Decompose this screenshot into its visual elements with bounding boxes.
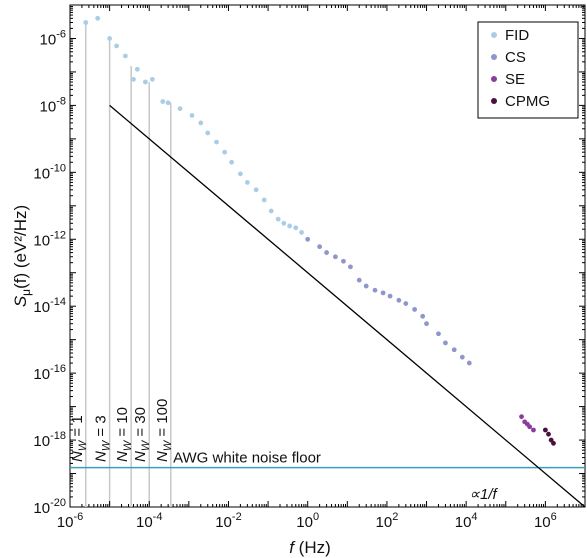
data-point bbox=[317, 244, 323, 250]
data-point bbox=[551, 440, 556, 446]
legend-marker bbox=[491, 54, 497, 60]
x-tick-label: 10-6 bbox=[57, 511, 83, 531]
x-tick-label: 102 bbox=[376, 511, 399, 531]
data-point bbox=[142, 79, 148, 85]
data-point bbox=[527, 424, 533, 430]
data-point bbox=[380, 290, 386, 296]
data-point bbox=[95, 15, 101, 21]
data-point bbox=[253, 187, 259, 193]
data-point bbox=[396, 297, 402, 303]
data-point bbox=[466, 360, 472, 366]
data-point bbox=[177, 106, 183, 112]
data-point bbox=[412, 307, 418, 312]
data-point bbox=[531, 427, 536, 433]
data-point bbox=[324, 250, 329, 255]
data-point bbox=[287, 223, 293, 229]
data-point bbox=[451, 347, 457, 353]
legend-marker bbox=[491, 32, 497, 38]
data-point bbox=[107, 36, 113, 41]
data-point bbox=[436, 331, 441, 337]
nw-label: NW = 30 bbox=[132, 407, 152, 462]
y-tick-label: 10-20 bbox=[33, 497, 66, 517]
data-point bbox=[459, 354, 465, 360]
legend-marker bbox=[491, 98, 497, 104]
y-tick-label: 10-6 bbox=[40, 28, 66, 48]
data-point bbox=[244, 180, 250, 185]
x-tick-label: 104 bbox=[455, 511, 478, 531]
data-point bbox=[299, 230, 304, 235]
data-point bbox=[214, 139, 219, 145]
data-point bbox=[546, 431, 551, 437]
nw-label: NW = 3 bbox=[93, 415, 113, 462]
data-point bbox=[293, 225, 299, 231]
data-point bbox=[189, 113, 195, 118]
data-point bbox=[424, 321, 429, 327]
data-point bbox=[403, 301, 409, 306]
x-axis-ticks: 10-6 10-4 10-2 100 102 104 106 bbox=[57, 5, 586, 531]
legend: FID CS SE CPMG bbox=[477, 21, 579, 119]
data-point bbox=[149, 76, 155, 82]
data-point bbox=[420, 313, 426, 319]
data-point bbox=[542, 427, 548, 433]
y-tick-label: 10-14 bbox=[33, 296, 66, 316]
nw-label: NW = 10 bbox=[114, 407, 134, 462]
y-tick-label: 10-16 bbox=[33, 363, 66, 383]
y-tick-label: 10-8 bbox=[40, 95, 66, 115]
data-point bbox=[268, 208, 274, 214]
data-point bbox=[165, 100, 171, 106]
data-point bbox=[122, 53, 128, 59]
data-point bbox=[372, 287, 378, 293]
series-cpmg bbox=[542, 427, 556, 446]
data-point bbox=[134, 66, 140, 72]
data-point bbox=[443, 340, 448, 346]
y-tick-label: 10-10 bbox=[33, 162, 66, 182]
one-over-f-line bbox=[109, 104, 586, 508]
noise-floor-label: AWG white noise floor bbox=[173, 450, 321, 467]
data-point bbox=[229, 159, 234, 165]
x-tick-label: 106 bbox=[534, 511, 557, 531]
data-point bbox=[281, 220, 287, 226]
data-point bbox=[275, 216, 281, 222]
series-se bbox=[519, 414, 536, 433]
data-point bbox=[198, 120, 204, 126]
data-point bbox=[356, 277, 362, 283]
y-axis-label: Sμ(f) (eV²/Hz) bbox=[11, 205, 33, 307]
series-cs bbox=[305, 236, 472, 366]
nw-label: NW = 1 bbox=[69, 415, 89, 462]
legend-entry: CS bbox=[505, 49, 526, 66]
data-point bbox=[160, 99, 166, 104]
data-point bbox=[205, 130, 211, 136]
plot-frame bbox=[69, 4, 586, 508]
y-axis-ticks: 10-6 10-8 10-10 10-12 10-14 10-16 10-18 10-20 bbox=[33, 4, 585, 517]
y-tick-label: 10-12 bbox=[33, 229, 66, 249]
legend-marker bbox=[491, 76, 497, 82]
data-point bbox=[261, 197, 267, 203]
data-point bbox=[114, 43, 119, 49]
data-point bbox=[519, 414, 524, 420]
one-over-f-label: ∝1/f bbox=[469, 486, 498, 503]
data-point bbox=[131, 76, 136, 82]
x-tick-label: 10-4 bbox=[136, 511, 162, 531]
x-axis-label: f (Hz) bbox=[289, 538, 331, 557]
data-point bbox=[348, 264, 353, 270]
data-point bbox=[237, 171, 243, 177]
y-tick-label: 10-18 bbox=[33, 430, 66, 450]
data-point bbox=[332, 254, 338, 260]
data-point bbox=[83, 20, 89, 25]
x-tick-label: 100 bbox=[296, 511, 319, 531]
legend-entry: SE bbox=[505, 71, 525, 88]
x-tick-label: 10-2 bbox=[215, 511, 241, 531]
series-layer bbox=[83, 15, 556, 446]
data-point bbox=[222, 149, 228, 155]
data-point bbox=[305, 236, 311, 242]
nw-label: NW = 100 bbox=[154, 399, 174, 462]
legend-entry: FID bbox=[505, 27, 529, 44]
legend-entry: CPMG bbox=[505, 93, 550, 110]
data-point bbox=[341, 258, 346, 264]
series-fid bbox=[83, 15, 304, 235]
data-point bbox=[387, 293, 393, 299]
data-point bbox=[363, 283, 369, 289]
